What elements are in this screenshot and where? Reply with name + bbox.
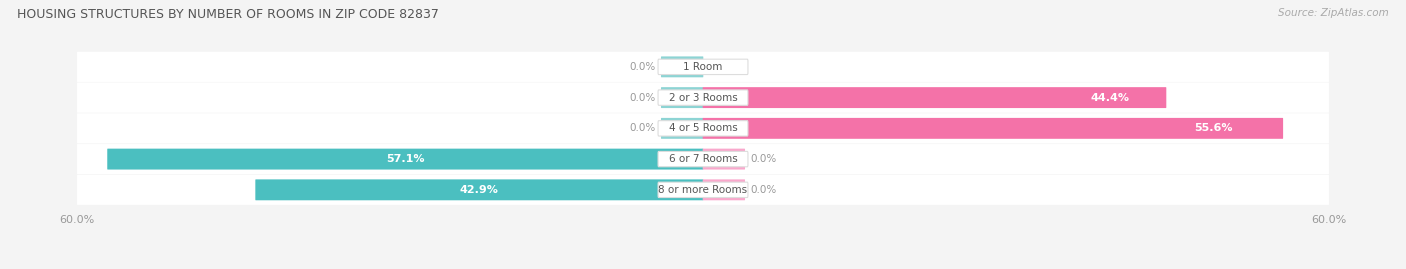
Text: 6 or 7 Rooms: 6 or 7 Rooms xyxy=(669,154,737,164)
FancyBboxPatch shape xyxy=(703,87,1167,108)
Text: 2 or 3 Rooms: 2 or 3 Rooms xyxy=(669,93,737,102)
FancyBboxPatch shape xyxy=(703,118,1284,139)
FancyBboxPatch shape xyxy=(658,59,748,75)
Text: 0.0%: 0.0% xyxy=(749,185,776,195)
FancyBboxPatch shape xyxy=(107,149,703,169)
FancyBboxPatch shape xyxy=(658,182,748,197)
FancyBboxPatch shape xyxy=(658,121,748,136)
FancyBboxPatch shape xyxy=(661,87,703,108)
FancyBboxPatch shape xyxy=(77,144,1329,174)
Text: 4 or 5 Rooms: 4 or 5 Rooms xyxy=(669,123,737,133)
Text: 0.0%: 0.0% xyxy=(630,62,657,72)
FancyBboxPatch shape xyxy=(658,90,748,105)
Text: 1 Room: 1 Room xyxy=(683,62,723,72)
Text: 0.0%: 0.0% xyxy=(749,154,776,164)
Text: HOUSING STRUCTURES BY NUMBER OF ROOMS IN ZIP CODE 82837: HOUSING STRUCTURES BY NUMBER OF ROOMS IN… xyxy=(17,8,439,21)
FancyBboxPatch shape xyxy=(77,52,1329,82)
FancyBboxPatch shape xyxy=(77,113,1329,143)
FancyBboxPatch shape xyxy=(661,118,703,139)
Text: 55.6%: 55.6% xyxy=(1194,123,1233,133)
FancyBboxPatch shape xyxy=(658,151,748,167)
Text: 42.9%: 42.9% xyxy=(460,185,499,195)
Text: 44.4%: 44.4% xyxy=(1091,93,1130,102)
Text: Source: ZipAtlas.com: Source: ZipAtlas.com xyxy=(1278,8,1389,18)
FancyBboxPatch shape xyxy=(77,83,1329,113)
FancyBboxPatch shape xyxy=(703,179,745,200)
Text: 0.0%: 0.0% xyxy=(630,93,657,102)
FancyBboxPatch shape xyxy=(661,56,703,77)
Text: 8 or more Rooms: 8 or more Rooms xyxy=(658,185,748,195)
FancyBboxPatch shape xyxy=(256,179,703,200)
Text: 0.0%: 0.0% xyxy=(630,123,657,133)
FancyBboxPatch shape xyxy=(77,175,1329,205)
Text: 57.1%: 57.1% xyxy=(387,154,425,164)
FancyBboxPatch shape xyxy=(703,149,745,169)
